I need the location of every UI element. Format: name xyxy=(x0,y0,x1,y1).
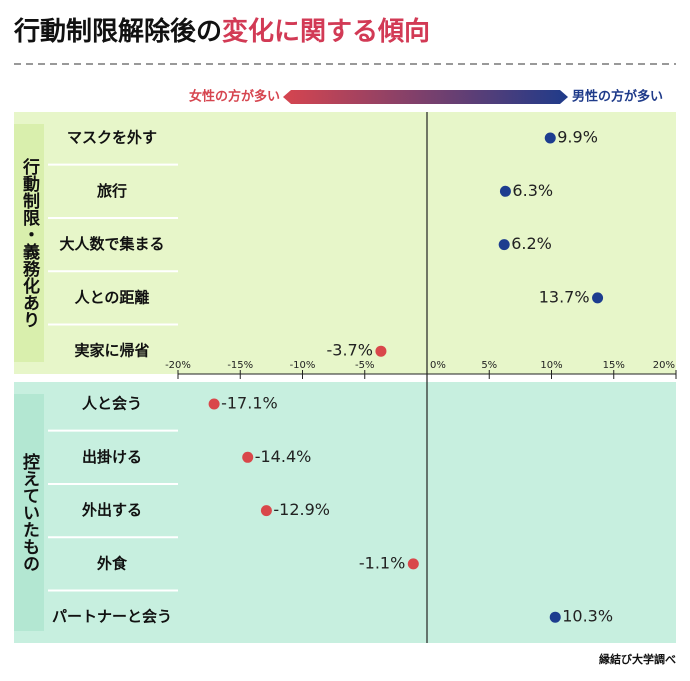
x-tick-label: 0% xyxy=(430,360,446,371)
legend-right: 男性の方が多い xyxy=(572,89,663,105)
category-label: 外出する xyxy=(81,501,142,519)
group-box xyxy=(14,124,44,362)
legend-arrow xyxy=(283,90,568,104)
dot xyxy=(498,239,510,251)
value-label: 9.9% xyxy=(557,128,598,147)
group-label: 控えていたもの xyxy=(19,452,40,572)
dot xyxy=(544,132,556,144)
category-label: パートナーと会う xyxy=(52,608,172,626)
category-label: 外食 xyxy=(96,554,128,572)
category-label: 人と会う xyxy=(82,395,142,413)
dot xyxy=(592,292,604,304)
value-label: -12.9% xyxy=(273,500,330,519)
x-tick-label: -10% xyxy=(290,360,316,371)
category-label: 出掛ける xyxy=(82,448,142,466)
category-label: マスクを外す xyxy=(67,129,157,147)
dot xyxy=(499,185,511,197)
category-label: 旅行 xyxy=(97,182,127,200)
category-label: 大人数で集まる xyxy=(59,235,164,253)
group-label: 行動制限・義務化あり xyxy=(19,157,41,328)
dot xyxy=(549,611,561,623)
value-label: 10.3% xyxy=(562,607,613,626)
dot xyxy=(242,451,254,463)
value-label: -3.7% xyxy=(327,341,373,360)
value-label: 13.7% xyxy=(539,287,590,306)
x-tick-label: -20% xyxy=(165,360,191,371)
value-label: -17.1% xyxy=(221,394,278,413)
x-tick-label: 20% xyxy=(653,360,675,371)
group-box xyxy=(14,394,44,631)
category-label: 実家に帰省 xyxy=(74,342,149,360)
section-background xyxy=(14,112,676,374)
x-tick-label: 10% xyxy=(540,360,562,371)
dot xyxy=(407,558,419,570)
x-tick-label: -15% xyxy=(227,360,253,371)
dot xyxy=(208,398,220,410)
value-label: -1.1% xyxy=(359,553,405,572)
x-tick-label: 5% xyxy=(481,360,497,371)
legend-left: 女性の方が多い xyxy=(189,89,280,105)
dot xyxy=(375,345,387,357)
dot xyxy=(260,505,272,517)
title-highlight: 変化に関する傾向 xyxy=(222,16,430,47)
source: 縁結び大学調べ xyxy=(599,652,676,666)
x-tick-label: 15% xyxy=(603,360,625,371)
title-main: 行動制限解除後の xyxy=(13,16,222,47)
x-tick-label: -5% xyxy=(355,360,374,371)
section-background xyxy=(14,382,676,643)
value-label: 6.2% xyxy=(511,234,552,253)
category-label: 人との距離 xyxy=(75,288,150,306)
value-label: -14.4% xyxy=(255,447,312,466)
chart-title: 行動制限解除後の変化に関する傾向 xyxy=(13,16,430,47)
value-label: 6.3% xyxy=(512,181,553,200)
